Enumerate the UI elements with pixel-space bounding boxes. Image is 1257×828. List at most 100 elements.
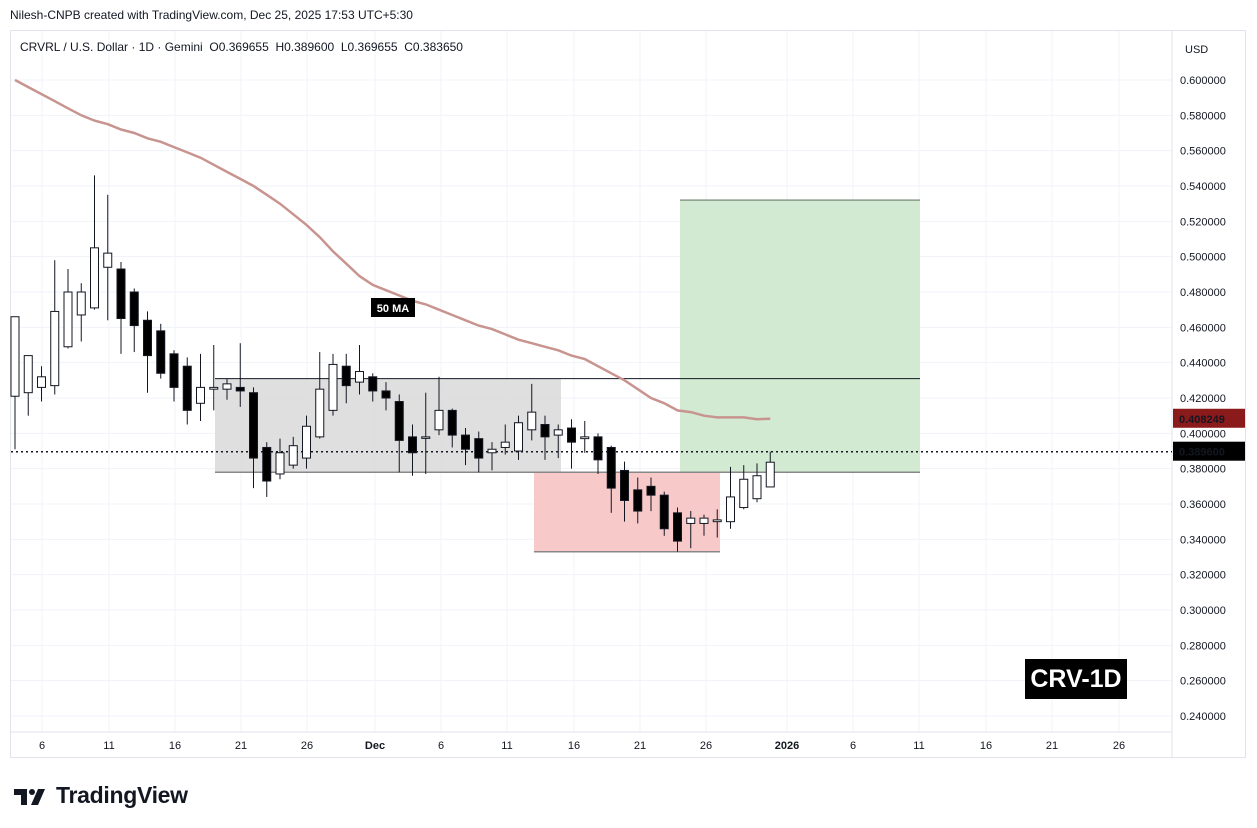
ma-value-tag-text: 0.408249 [1179,414,1225,426]
x-tick-label: 26 [1113,740,1125,752]
legend-low: L0.369655 [340,40,398,54]
candle-body [76,291,86,316]
ma-50-line [14,78,771,421]
svg-text:50 MA: 50 MA [377,303,409,315]
candle-body [659,494,669,530]
x-tick-label: Dec [365,740,385,752]
candle-body [646,485,656,496]
candle-body [182,365,192,411]
y-tick-label: 0.360000 [1180,499,1226,511]
y-tick-label: 0.440000 [1180,358,1226,370]
candle-body [487,448,497,454]
symbol-legend: CRVRL / U.S. Dollar · 1D · Gemini O0.369… [20,40,463,54]
candle-body [368,376,378,392]
candle-body [50,310,60,387]
candle-body [712,519,722,523]
x-tick-label: 11 [103,740,114,752]
legend-symbol: CRVRL / U.S. Dollar · 1D · Gemini [20,40,203,54]
y-tick-label: 0.420000 [1180,393,1226,405]
candle-body [116,268,126,319]
x-tick-label: 26 [700,740,712,752]
y-tick-label: 0.460000 [1180,322,1226,334]
x-tick-label: 16 [980,740,992,752]
candle-body [461,434,470,450]
x-tick-label: 6 [438,740,444,752]
candle-body [156,330,166,374]
y-tick-label: 0.480000 [1180,287,1226,299]
currency-label: USD [1185,44,1208,56]
ma-value-tag [1173,408,1245,428]
candle-body [103,252,113,268]
crv-1d-badge: CRV-1D [1025,659,1127,699]
candle-body [752,475,762,500]
target-zone [680,200,920,473]
y-tick-label: 0.300000 [1180,605,1226,617]
x-tick-label: 21 [634,740,646,752]
candle-body [381,390,391,399]
candle-body [23,355,33,394]
legend-high: H0.389600 [275,40,335,54]
y-tick-label: 0.560000 [1180,146,1226,158]
candle-body [209,386,219,390]
last-price-tag [1173,441,1245,461]
candle-body [249,392,258,459]
candle-body [302,425,311,459]
candle-body [580,436,590,440]
y-tick-label: 0.280000 [1180,640,1226,652]
legend-close: C0.383650 [404,40,463,54]
candle-body [222,383,232,390]
ma-50-label: 50 MA [371,298,415,317]
candle-body [315,388,325,438]
candle-body [235,386,245,392]
y-tick-label: 0.340000 [1180,534,1226,546]
candle-body [129,291,139,327]
candle-body [620,469,629,501]
y-tick-label: 0.520000 [1180,216,1226,228]
candle-body [593,436,603,461]
x-tick-label: 16 [568,740,580,752]
candle-body [90,247,99,309]
candle-body [434,409,444,431]
x-tick-label: 16 [169,740,181,752]
candle-body [514,422,523,452]
legend-open: O0.369655 [209,40,269,54]
candle-body [275,452,285,475]
candle-body [63,291,73,348]
candle-body [341,365,351,387]
candle-body [673,512,682,542]
x-tick-label: 11 [501,740,512,752]
y-tick-label: 0.260000 [1180,676,1226,688]
candle-body [699,517,709,524]
tradingview-brand-text: TradingView [56,782,188,808]
candle-body [143,319,152,357]
y-tick-label: 0.600000 [1180,75,1226,87]
tradingview-logo-icon [14,788,45,805]
x-tick-label: 21 [235,740,247,752]
chart-credit: Nilesh-CNPB created with TradingView.com… [10,8,413,22]
candle-body [355,371,364,383]
candle-body [37,376,46,388]
x-tick-label: 2026 [775,740,799,752]
x-tick-label: 6 [39,740,45,752]
candle-body [553,429,563,436]
candle-body [474,438,484,459]
y-tick-label: 0.540000 [1180,181,1226,193]
candle-body [10,316,20,397]
x-tick-label: 26 [301,740,313,752]
candle-body [527,411,537,431]
y-tick-label: 0.380000 [1180,464,1226,476]
candle-body [447,409,457,436]
x-tick-label: 11 [913,740,924,752]
candle-body [394,401,404,441]
y-tick-label: 0.240000 [1180,711,1226,723]
candle-body [633,489,643,512]
candle-body [540,424,550,438]
y-tick-label: 0.500000 [1180,252,1226,264]
candle-body [500,441,510,448]
tradingview-logo[interactable]: TradingView [14,782,188,809]
last-price-tag-text: 0.389600 [1179,447,1225,459]
candle-body [726,496,735,523]
candle-body [739,478,749,509]
x-tick-label: 6 [850,740,856,752]
